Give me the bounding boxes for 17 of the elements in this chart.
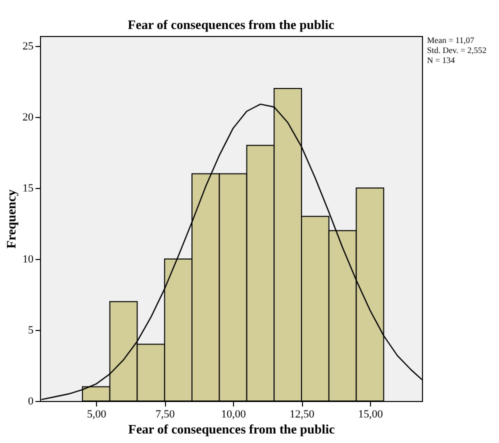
y-tick-label: 20 — [22, 111, 34, 124]
x-tick-label: 15,00 — [358, 408, 384, 420]
y-tick-label: 25 — [22, 40, 34, 52]
y-tick-label: 5 — [28, 324, 34, 336]
x-tick-label: 10,00 — [221, 408, 246, 420]
text: Mean = 11,07 — [427, 35, 474, 45]
y-tick-label: 15 — [22, 182, 34, 194]
x-tick-label: 5,00 — [87, 408, 107, 420]
text: N = 134 — [427, 55, 456, 65]
y-tick-label: 0 — [28, 396, 34, 408]
y-axis-title: Frequency — [4, 189, 18, 248]
chart-title: Fear of consequences from the public — [128, 17, 334, 32]
x-axis-title: Fear of consequences from the public — [128, 422, 335, 436]
x-tick-label: 12,50 — [290, 408, 315, 420]
y-tick-label: 10 — [22, 253, 34, 266]
text: Std. Dev. = 2,552 — [427, 45, 486, 55]
x-tick-label: 7,50 — [155, 408, 176, 420]
